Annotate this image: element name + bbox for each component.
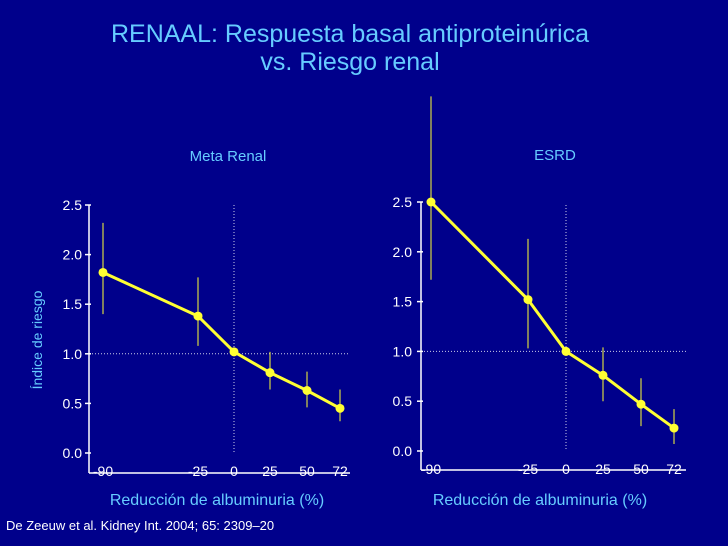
x-tick-label: 25 [262,463,278,479]
y-tick-label: 2.0 [63,247,83,263]
slide-title-line1: RENAAL: Respuesta basal antiproteinúrica [110,20,590,48]
y-tick-label: 1.0 [393,343,413,359]
chart-esrd: ESRD 0.0 0.5 1.0 1.5 2.0 2.5 -90 -25 0 25 50 72 Reduc… [393,96,686,509]
y-tick-label: 1.0 [63,346,83,362]
x-tick-label: -25 [188,463,208,479]
y-axis-label: Índice de riesgo [29,290,45,389]
data-point [561,346,571,356]
x-tick-label: 72 [666,461,682,477]
y-tick-label: 1.5 [393,294,413,310]
data-point [229,347,239,357]
y-tick-label: 2.0 [393,244,413,260]
x-tick-label: 72 [332,463,348,479]
x-tick-label: 0 [562,461,570,477]
x-tick-label: 25 [595,461,611,477]
panel-title: Meta Renal [190,148,267,165]
y-tick-label: 0.0 [393,443,413,459]
y-tick-label: 2.5 [63,197,83,213]
series-line [102,271,341,410]
chart-meta-renal: Meta Renal 0.0 0.5 1.0 1.5 2.0 2.5 -90 -25 0 25 50 7… [29,148,350,509]
series-line [429,200,675,430]
y-tick-label: 0.5 [393,393,413,409]
x-tick-label: -90 [421,461,441,477]
x-axis-label: Reducción de albuminuria (%) [433,492,647,509]
x-tick-label: 50 [299,463,315,479]
data-point [598,370,608,380]
data-point [523,295,533,305]
citation: De Zeeuw et al. Kidney Int. 2004; 65: 23… [6,518,275,533]
x-tick-label: 0 [230,463,238,479]
data-point [636,399,646,409]
x-tick-label: -90 [93,463,113,479]
y-tick-label: 2.5 [393,194,413,210]
x-tick-label: -25 [518,461,538,477]
data-point [426,197,436,207]
x-tick-label: 50 [633,461,649,477]
y-tick-label: 1.5 [63,296,83,312]
y-tick-label: 0.5 [63,395,83,411]
data-point [335,403,345,413]
slide-title-line2: vs. Riesgo renal [260,48,440,76]
x-axis-label: Reducción de albuminuria (%) [110,492,324,509]
data-point [302,386,312,396]
y-tick-label: 0.0 [63,445,83,461]
data-point [193,311,203,321]
data-point [98,267,108,277]
panel-title: ESRD [534,147,576,164]
slide-title: RENAAL: Respuesta basal antiproteinúrica… [30,20,670,76]
data-point [669,423,679,433]
data-point [265,368,275,378]
